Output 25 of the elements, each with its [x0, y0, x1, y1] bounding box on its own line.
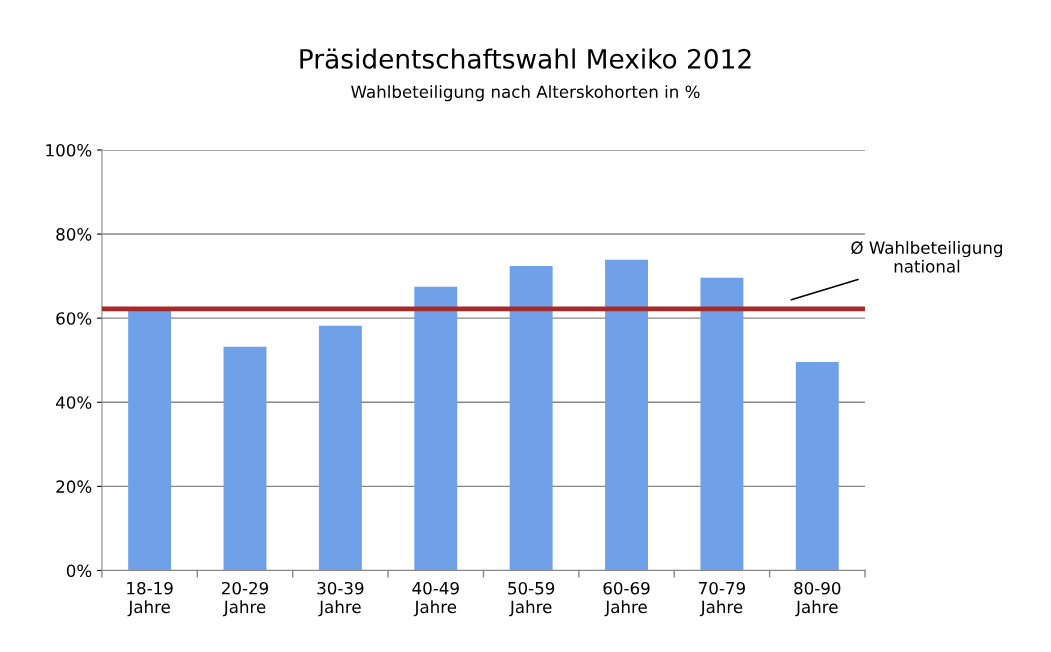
y-tick-label: 0% — [66, 564, 92, 578]
x-tick-label: 30-39 Jahre — [317, 581, 364, 617]
x-tick-label: 20-29 Jahre — [222, 581, 269, 617]
chart-title: Präsidentschaftswahl Mexiko 2012 — [300, 48, 751, 69]
x-tick-label: 60-69 Jahre — [603, 581, 650, 617]
x-tick-label: 18-19 Jahre — [127, 581, 173, 617]
y-tick-label: 100% — [46, 143, 92, 157]
bar — [318, 325, 362, 571]
bar — [700, 277, 744, 571]
bar — [509, 266, 553, 571]
y-tick-label: 40% — [56, 396, 92, 409]
bar — [128, 309, 172, 571]
y-tick-label: 60% — [56, 312, 92, 325]
x-tick-label: 70-79 Jahre — [699, 581, 745, 617]
bar — [795, 361, 839, 571]
x-tick-label: 50-59 Jahre — [508, 581, 555, 617]
y-tick-label: 80% — [56, 228, 92, 241]
bar — [414, 286, 458, 571]
chart-subtitle: Wahlbeteiligung nach Alterskohorten in % — [351, 85, 700, 102]
y-tick-label: 20% — [56, 480, 92, 493]
bar — [605, 259, 648, 571]
bar — [223, 346, 267, 571]
x-tick-label: 80-90 Jahre — [794, 581, 841, 617]
ref-line-label: Ø Wahlbeteiligung national — [851, 241, 1002, 273]
x-tick-label: 40-49 Jahre — [412, 581, 459, 617]
